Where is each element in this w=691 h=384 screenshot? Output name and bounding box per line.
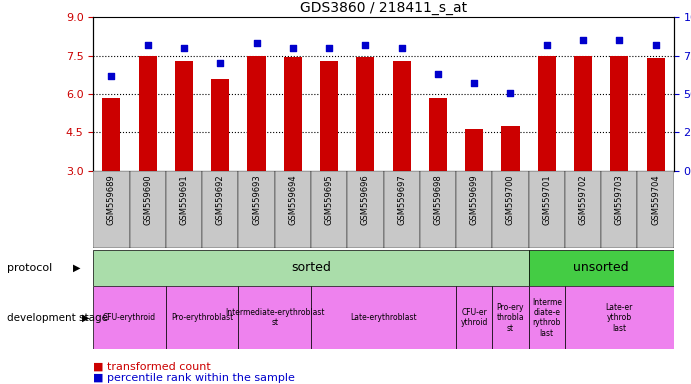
Point <box>178 45 189 51</box>
Bar <box>93 286 166 349</box>
Point <box>287 45 299 51</box>
Text: GSM559690: GSM559690 <box>143 175 152 225</box>
Title: GDS3860 / 218411_s_at: GDS3860 / 218411_s_at <box>300 1 467 15</box>
Bar <box>610 56 628 171</box>
Text: GSM559689: GSM559689 <box>107 175 116 225</box>
Bar <box>166 171 202 248</box>
Bar <box>574 56 592 171</box>
Bar <box>647 58 665 171</box>
Bar <box>429 98 447 171</box>
Bar <box>492 286 529 349</box>
Bar <box>465 129 483 171</box>
Bar <box>456 286 493 349</box>
Text: ▶: ▶ <box>82 313 89 323</box>
Point <box>142 42 153 48</box>
Bar <box>311 171 348 248</box>
Point <box>541 42 552 48</box>
Point <box>360 42 371 48</box>
Bar <box>493 171 529 248</box>
Text: Late-erythroblast: Late-erythroblast <box>350 313 417 322</box>
Text: sorted: sorted <box>291 262 331 274</box>
Bar <box>274 171 311 248</box>
Bar <box>211 79 229 171</box>
Point <box>614 37 625 43</box>
Text: GSM559699: GSM559699 <box>470 175 479 225</box>
Bar <box>247 56 265 171</box>
Point <box>323 45 334 51</box>
Point <box>396 45 407 51</box>
Bar <box>311 286 456 349</box>
Bar <box>102 98 120 171</box>
Text: GSM559696: GSM559696 <box>361 175 370 225</box>
Text: GSM559692: GSM559692 <box>216 175 225 225</box>
Bar <box>456 171 493 248</box>
Text: Pro-ery
throbla
st: Pro-ery throbla st <box>497 303 524 333</box>
Text: Pro-erythroblast: Pro-erythroblast <box>171 313 234 322</box>
Text: unsorted: unsorted <box>574 262 629 274</box>
Text: Interme
diate-e
rythrob
last: Interme diate-e rythrob last <box>532 298 562 338</box>
Bar <box>238 171 274 248</box>
Text: GSM559693: GSM559693 <box>252 175 261 225</box>
Text: GSM559704: GSM559704 <box>651 175 660 225</box>
Bar <box>392 61 410 171</box>
Bar <box>502 126 520 171</box>
Bar <box>129 171 166 248</box>
Text: GSM559701: GSM559701 <box>542 175 551 225</box>
Bar <box>175 61 193 171</box>
Bar <box>93 171 129 248</box>
Bar <box>565 286 674 349</box>
Bar <box>420 171 456 248</box>
Text: GSM559697: GSM559697 <box>397 175 406 225</box>
Point <box>650 42 661 48</box>
Text: development stage: development stage <box>7 313 111 323</box>
Text: GSM559691: GSM559691 <box>180 175 189 225</box>
Text: ■ percentile rank within the sample: ■ percentile rank within the sample <box>93 373 295 383</box>
Bar <box>357 57 375 171</box>
Text: GSM559694: GSM559694 <box>288 175 297 225</box>
Point <box>251 40 262 46</box>
Text: Intermediate-erythroblast
st: Intermediate-erythroblast st <box>225 308 324 328</box>
Point <box>215 60 226 66</box>
Text: GSM559703: GSM559703 <box>615 175 624 225</box>
Text: ■ transformed count: ■ transformed count <box>93 362 211 372</box>
Text: GSM559700: GSM559700 <box>506 175 515 225</box>
Bar <box>565 171 601 248</box>
Bar <box>638 171 674 248</box>
Point <box>106 73 117 79</box>
Point <box>433 71 444 77</box>
Bar <box>384 171 420 248</box>
Bar <box>529 171 565 248</box>
Text: CFU-erythroid: CFU-erythroid <box>103 313 156 322</box>
Text: ▶: ▶ <box>73 263 80 273</box>
Bar <box>93 250 529 286</box>
Bar <box>320 61 338 171</box>
Point <box>505 89 516 96</box>
Bar <box>538 56 556 171</box>
Text: protocol: protocol <box>7 263 56 273</box>
Point <box>578 37 589 43</box>
Text: Late-er
ythrob
last: Late-er ythrob last <box>605 303 633 333</box>
Bar <box>529 286 565 349</box>
Bar <box>139 56 157 171</box>
Bar <box>348 171 384 248</box>
Text: CFU-er
ythroid: CFU-er ythroid <box>460 308 488 328</box>
Point <box>468 80 480 86</box>
Bar <box>238 286 311 349</box>
Text: GSM559702: GSM559702 <box>578 175 587 225</box>
Bar <box>284 57 302 171</box>
Bar <box>202 171 238 248</box>
Bar <box>601 171 638 248</box>
Text: GSM559698: GSM559698 <box>433 175 442 225</box>
Text: GSM559695: GSM559695 <box>325 175 334 225</box>
Bar <box>166 286 238 349</box>
Bar <box>529 250 674 286</box>
